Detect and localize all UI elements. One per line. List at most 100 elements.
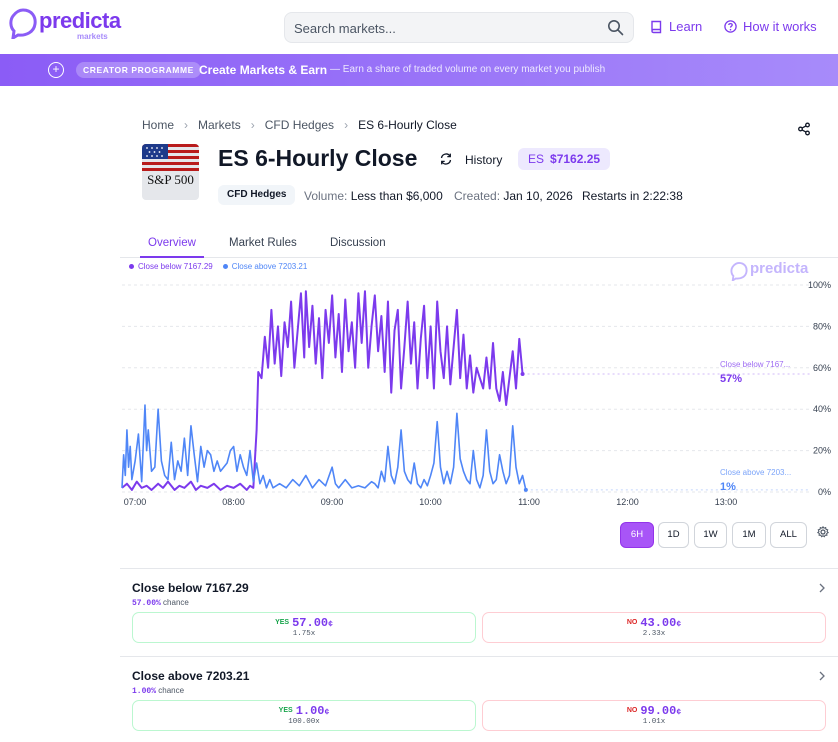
no-multiplier: 2.33x	[642, 630, 666, 638]
chevron-right-icon[interactable]	[817, 669, 827, 683]
gear-icon[interactable]	[817, 526, 829, 538]
outcome-chance: 1.00% chance	[132, 686, 184, 696]
y-tick-label: 20%	[813, 446, 831, 456]
banner-title: Create Markets & Earn	[199, 63, 328, 77]
yes-multiplier: 1.75x	[292, 630, 316, 638]
series-line	[121, 290, 524, 491]
legend-dot	[129, 264, 134, 269]
x-tick-label: 09:00	[321, 497, 344, 507]
book-icon	[651, 20, 662, 33]
how-it-works-link[interactable]: How it works	[724, 19, 817, 34]
outcome-chance-suffix: chance	[163, 598, 189, 607]
search-icon[interactable]	[607, 19, 624, 36]
no-price: 99.00	[640, 704, 677, 718]
buy-no-button[interactable]: NO 99.00¢ 1.01x	[482, 700, 826, 731]
legend-item-below[interactable]: Close below 7167.29	[129, 262, 213, 271]
how-it-works-label: How it works	[743, 19, 817, 34]
created-meta: Created: Jan 10, 2026	[454, 189, 573, 203]
logo[interactable]: predicta markets	[8, 7, 121, 41]
breadcrumb-home[interactable]: Home	[142, 118, 175, 132]
legend-item-above[interactable]: Close above 7203.21	[222, 262, 307, 271]
x-tick-label: 07:00	[124, 497, 147, 507]
breadcrumb-category[interactable]: CFD Hedges	[264, 118, 335, 132]
search-input[interactable]	[294, 19, 594, 37]
refresh-icon[interactable]	[439, 152, 453, 166]
section-divider	[120, 568, 838, 569]
range-1m-button[interactable]: 1M	[732, 522, 766, 548]
price-value: $7162.25	[550, 152, 601, 166]
tab-discussion[interactable]: Discussion	[330, 237, 386, 249]
chevron-right-icon[interactable]	[817, 581, 827, 595]
yes-price: 1.00	[295, 704, 325, 718]
buy-yes-button[interactable]: YES 1.00¢ 100.00x	[132, 700, 476, 731]
history-button[interactable]: History	[465, 153, 503, 167]
price-badge: ES $7162.25	[518, 148, 611, 170]
no-price: 43.00	[640, 616, 677, 630]
outcome-chance-value: 1.00%	[132, 687, 157, 696]
outcome-name[interactable]: Close below 7167.29	[132, 581, 249, 595]
y-tick-label: 0%	[818, 487, 831, 497]
creator-banner[interactable]: + CREATOR PROGRAMME Create Markets & Ear…	[0, 54, 838, 86]
chevron-right-icon: ›	[184, 118, 189, 132]
market-title: ES 6-Hourly Close	[218, 145, 418, 171]
x-tick-label: 08:00	[222, 497, 245, 507]
active-tab-indicator	[140, 256, 204, 258]
volume-meta: Volume: Less than $6,000	[304, 189, 443, 203]
outcome-name[interactable]: Close above 7203.21	[132, 669, 250, 683]
yes-label: YES	[275, 619, 290, 626]
range-6h-button[interactable]: 6H	[620, 522, 654, 548]
range-1d-button[interactable]: 1D	[658, 522, 689, 548]
breadcrumb-markets[interactable]: Markets	[198, 118, 241, 132]
series-end-label: Close below 7167...	[720, 360, 790, 369]
top-navbar: predicta markets Learn How it works	[0, 0, 838, 54]
chevron-right-icon: ›	[344, 118, 349, 132]
tab-overview[interactable]: Overview	[148, 237, 196, 249]
created-value: Jan 10, 2026	[503, 189, 573, 203]
buy-no-button[interactable]: NO 43.00¢ 2.33x	[482, 612, 826, 643]
range-all-button[interactable]: ALL	[770, 522, 807, 548]
series-end-point	[523, 487, 528, 492]
cent-sign: ¢	[676, 708, 682, 717]
volume-label: Volume:	[304, 189, 348, 203]
legend-dot	[222, 264, 228, 269]
thumbnail-text: S&P 500	[147, 172, 194, 187]
no-label: NO	[626, 707, 638, 714]
series-end-value: 57%	[720, 373, 742, 385]
y-tick-label: 60%	[813, 363, 831, 373]
yes-price: 57.00	[292, 616, 329, 630]
learn-link[interactable]: Learn	[650, 19, 702, 34]
question-circle-icon	[724, 20, 737, 33]
creator-badge: CREATOR PROGRAMME	[76, 62, 201, 78]
learn-label: Learn	[669, 19, 703, 34]
x-tick-label: 11:00	[518, 497, 540, 507]
breadcrumb-current: ES 6-Hourly Close	[358, 118, 457, 132]
share-icon[interactable]	[797, 122, 811, 136]
buy-yes-button[interactable]: YES 57.00¢ 1.75x	[132, 612, 476, 643]
outcome-chance: 57.00% chance	[132, 598, 189, 608]
cent-sign: ¢	[324, 708, 330, 717]
breadcrumb: Home › Markets › CFD Hedges › ES 6-Hourl…	[142, 118, 457, 132]
range-1w-button[interactable]: 1W	[694, 522, 727, 548]
plus-circle-icon: +	[48, 62, 64, 78]
yes-label: YES	[278, 707, 293, 714]
chart-legend: Close below 7167.29 Close above 7203.21	[129, 262, 307, 271]
market-tabs: Overview Market Rules Discussion	[120, 234, 838, 258]
y-tick-label: 40%	[813, 404, 831, 414]
x-tick-label: 13:00	[715, 497, 738, 507]
logo-wordmark: predicta	[39, 8, 121, 33]
volume-value: Less than $6,000	[350, 189, 443, 203]
no-multiplier: 1.01x	[642, 718, 666, 726]
x-tick-label: 12:00	[616, 497, 639, 507]
created-label: Created:	[454, 189, 501, 203]
logo-subtitle: markets	[77, 32, 108, 41]
tab-market-rules[interactable]: Market Rules	[229, 237, 297, 249]
series-line	[121, 404, 527, 491]
x-tick-label: 10:00	[419, 497, 442, 507]
outcome-chance-value: 57.00%	[132, 599, 161, 608]
cent-sign: ¢	[676, 620, 682, 629]
category-tag[interactable]: CFD Hedges	[218, 185, 296, 205]
price-chart[interactable]: 0% 20% 40% 60% 80% 100% 07:00 08:00 09:00 10:00 11…	[120, 276, 838, 512]
price-symbol: ES	[528, 152, 545, 166]
watermark-text: predicta	[750, 260, 809, 277]
chevron-right-icon: ›	[250, 118, 255, 132]
